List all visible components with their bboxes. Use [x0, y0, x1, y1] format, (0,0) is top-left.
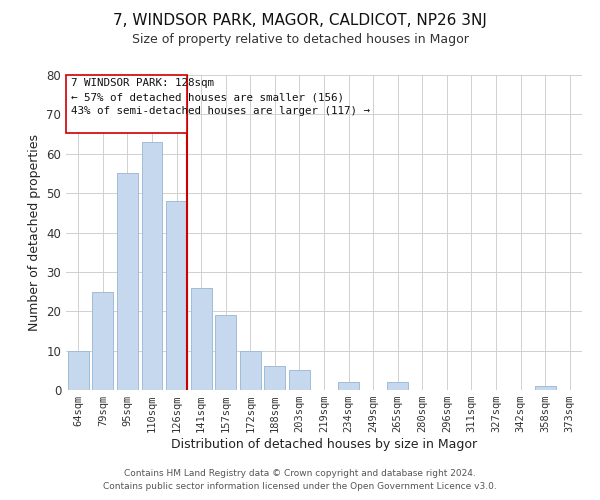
Bar [142, 142, 163, 390]
Bar [215, 315, 236, 390]
Bar [289, 370, 310, 390]
Text: Contains public sector information licensed under the Open Government Licence v3: Contains public sector information licen… [103, 482, 497, 491]
Bar [387, 382, 408, 390]
Bar [166, 201, 187, 390]
Text: 7 WINDSOR PARK: 128sqm
← 57% of detached houses are smaller (156)
43% of semi-de: 7 WINDSOR PARK: 128sqm ← 57% of detached… [71, 78, 370, 116]
Text: Contains HM Land Registry data © Crown copyright and database right 2024.: Contains HM Land Registry data © Crown c… [124, 468, 476, 477]
Bar [265, 366, 286, 390]
Text: Size of property relative to detached houses in Magor: Size of property relative to detached ho… [131, 32, 469, 46]
Bar [117, 174, 138, 390]
Bar [338, 382, 359, 390]
Bar [240, 350, 261, 390]
Y-axis label: Number of detached properties: Number of detached properties [28, 134, 41, 331]
X-axis label: Distribution of detached houses by size in Magor: Distribution of detached houses by size … [171, 438, 477, 451]
FancyBboxPatch shape [66, 75, 187, 134]
Bar [68, 350, 89, 390]
Bar [92, 292, 113, 390]
Bar [535, 386, 556, 390]
Bar [191, 288, 212, 390]
Text: 7, WINDSOR PARK, MAGOR, CALDICOT, NP26 3NJ: 7, WINDSOR PARK, MAGOR, CALDICOT, NP26 3… [113, 12, 487, 28]
